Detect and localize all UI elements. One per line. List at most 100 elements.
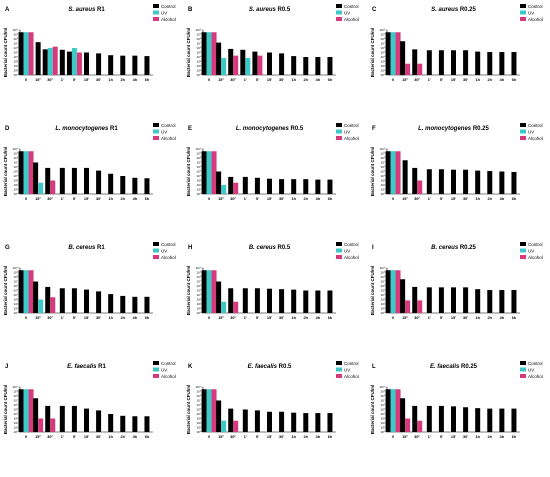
panel-c-xtick-label: 1h [475, 78, 480, 82]
panel-i-xtick-label: 30" [414, 316, 420, 320]
panel-c-ytick-label: 10¹⁰ [379, 28, 385, 32]
panel-d-bar-uv [23, 151, 29, 194]
panel-f-ytick-label: 10⁹ [380, 152, 385, 156]
panel-l-xtick-label: 15" [402, 435, 408, 439]
panel-h-title-suffix: R0.5 [276, 245, 291, 251]
panel-h-xtick-label: 15' [267, 316, 272, 320]
panel-e-bar-alcohol [211, 151, 217, 194]
panel-b-title-suffix: R0.5 [276, 7, 291, 13]
panel-f-ytick-label: 10⁸ [380, 156, 385, 160]
panel-b-bar-control [291, 56, 297, 75]
panel-d-ytick-label: 10⁷ [14, 161, 18, 165]
panel-d-bar-uv [38, 182, 44, 194]
panel-a-ytick-label: 10⁵ [13, 51, 18, 55]
panel-g-bar-alcohol [50, 297, 56, 313]
panel-k-bar-control [242, 409, 248, 432]
panel-c-bar-control [463, 50, 469, 75]
panel-j-bar-uv [23, 389, 29, 432]
panel-k-xtick-label: 1h [291, 435, 296, 439]
panel-b-bar-control [327, 57, 333, 75]
panel-l-legend-label-alcohol: Alcohol [528, 374, 543, 379]
panel-f-xtick-label: 4h [500, 197, 505, 201]
panel-l-ytick-label: 10⁴ [380, 412, 385, 416]
panel-a-title-suffix: R1 [95, 7, 105, 13]
panel-f-xtick-label: 15' [451, 197, 456, 201]
panel-j-bar-alcohol [50, 418, 56, 432]
panel-h-bar-control [201, 270, 207, 313]
panel-j-ytick-label: 10⁵ [13, 408, 18, 412]
panel-g-legend-label-uv: UV [161, 248, 167, 253]
panel-f-ytick-label: 10⁷ [381, 161, 385, 165]
panel-h-title: B. cereus R0.5 [249, 245, 291, 251]
panel-a-legend-swatch-control [153, 4, 159, 8]
panel-i-title-suffix: R0.25 [458, 245, 476, 251]
panel-f-bar-control [475, 170, 481, 194]
panel-d-legend-label-uv: UV [161, 129, 167, 134]
panel-e-xtick-label: 30" [230, 197, 236, 201]
panel-l-ytick-label: 10³ [381, 417, 385, 421]
panel-f-bar-control [451, 169, 456, 194]
panel-c-ytick-label: 10⁸ [380, 37, 385, 41]
panel-a-ytick-label: 10² [14, 64, 18, 68]
panel-i-ytick-label: 10⁹ [380, 271, 385, 275]
panel-f-bar-uv [390, 151, 396, 194]
panel-k-ytick-label: 10¹⁰ [195, 385, 201, 389]
panel-b-xtick-label: 5' [256, 78, 259, 82]
panel-d-xtick-label: 15' [84, 197, 89, 201]
panel-j-ytick-label: 10⁴ [13, 412, 18, 416]
panel-c-legend-swatch-control [520, 4, 526, 8]
panel-f-ylabel: Bacterial count CFU/ml [370, 147, 375, 197]
panel-c-ytick-label: 10⁶ [380, 46, 385, 50]
panel-f-legend-swatch-alcohol [520, 136, 526, 140]
panel-g-bar-control [71, 288, 77, 313]
panel-l-ytick-label: 10⁶ [380, 403, 385, 407]
panel-i-bar-control [385, 270, 391, 313]
panel-j-xtick-label: 15' [84, 435, 89, 439]
panel-d-legend-swatch-control [153, 123, 159, 127]
panel-e-xtick-label: 0 [208, 197, 210, 201]
panel-e-ytick-label: 10³ [197, 179, 201, 183]
panel-d-ytick-label: 10⁸ [13, 156, 18, 160]
panel-h-bar-control [303, 290, 309, 313]
panel-b-bar-alcohol [257, 55, 263, 75]
panel-h-xtick-label: 1' [244, 316, 247, 320]
panel-d-title-organism: L. monocytogenes [55, 126, 109, 132]
panel-i-bar-control [438, 287, 444, 313]
panel-h-ytick-label: 10⁶ [196, 284, 201, 288]
panel-b-ytick-label: 10⁹ [196, 33, 201, 37]
panel-b-ytick-label: 10⁸ [196, 37, 201, 41]
panel-e-xtick-label: 6h [328, 197, 333, 201]
panel-h-ytick-label: 10³ [197, 298, 201, 302]
panel-a-bar-alcohol [28, 32, 34, 75]
panel-h-xtick-label: 1h [291, 316, 296, 320]
panel-b-xtick-label: 2h [304, 78, 309, 82]
panel-i-xtick-label: 15" [402, 316, 408, 320]
panel-a-xtick-label: 30' [96, 78, 101, 82]
panel-b-legend-swatch-uv [336, 10, 342, 15]
panel-c-ytick-label: 10² [381, 64, 385, 68]
panel-b-bar-control [228, 48, 234, 75]
panel-l-bar-control [412, 405, 418, 432]
panel-d-ytick-label: 10¹ [14, 188, 18, 192]
panel-f-legend-label-alcohol: Alcohol [528, 136, 543, 141]
panel-g-legend-label-control: Control [161, 242, 176, 247]
panel-k-bar-control [201, 389, 207, 432]
panel-k-xtick-label: 4h [316, 435, 321, 439]
panel-l-bar-control [451, 406, 456, 432]
panel-i-bar-control [511, 290, 517, 313]
panel-h-ytick-label: 10⁸ [196, 275, 201, 279]
panel-d-legend-swatch-uv [153, 129, 159, 134]
panel-c-xtick-label: 15' [451, 78, 456, 82]
panel-f-legend-label-uv: UV [528, 129, 534, 134]
panel-a-legend-label-alcohol: Alcohol [161, 17, 176, 22]
panel-b-xtick-label: 30" [230, 78, 236, 82]
panel-l-bar-control [487, 408, 493, 432]
panel-i-bar-alcohol [405, 300, 411, 313]
panel-f-ytick-label: 10² [381, 183, 385, 187]
panel-j-bar-control [120, 415, 126, 432]
panel-j-xtick-label: 30" [47, 435, 53, 439]
panel-h-ytick-label: 10⁴ [196, 293, 201, 297]
panel-c-bar-control [400, 41, 406, 75]
panel-c-ytick-label: 10⁴ [380, 55, 385, 59]
panel-d-xtick-label: 6h [145, 197, 150, 201]
